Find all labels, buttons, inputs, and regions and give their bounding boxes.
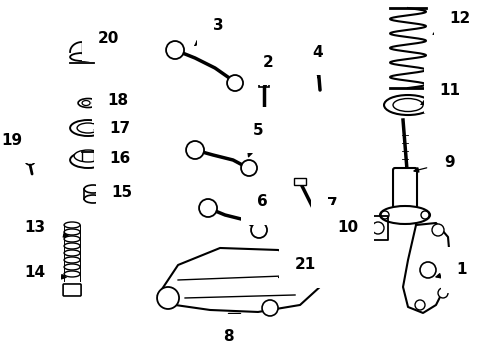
Ellipse shape xyxy=(64,264,80,270)
Text: 3: 3 xyxy=(195,18,223,45)
Circle shape xyxy=(372,222,384,234)
Ellipse shape xyxy=(82,100,90,105)
Circle shape xyxy=(438,288,448,298)
Ellipse shape xyxy=(64,250,80,256)
FancyBboxPatch shape xyxy=(393,168,417,212)
Text: 5: 5 xyxy=(248,122,263,157)
FancyBboxPatch shape xyxy=(228,313,240,318)
Circle shape xyxy=(381,211,389,219)
FancyBboxPatch shape xyxy=(259,79,269,87)
Ellipse shape xyxy=(78,99,98,108)
Ellipse shape xyxy=(258,77,270,81)
FancyBboxPatch shape xyxy=(313,64,325,69)
Ellipse shape xyxy=(84,185,102,193)
FancyBboxPatch shape xyxy=(63,284,81,296)
Circle shape xyxy=(186,141,204,159)
Ellipse shape xyxy=(77,123,99,133)
Circle shape xyxy=(415,300,425,310)
Text: 18: 18 xyxy=(92,93,129,108)
Ellipse shape xyxy=(64,257,80,263)
Ellipse shape xyxy=(64,229,80,235)
Text: 8: 8 xyxy=(223,329,233,345)
Ellipse shape xyxy=(64,271,80,277)
Ellipse shape xyxy=(84,195,102,203)
Text: 19: 19 xyxy=(1,132,27,157)
Ellipse shape xyxy=(64,236,80,242)
Ellipse shape xyxy=(64,222,80,228)
Ellipse shape xyxy=(70,53,94,61)
Text: 15: 15 xyxy=(102,185,133,201)
Circle shape xyxy=(421,211,429,219)
Text: 21: 21 xyxy=(279,257,316,278)
Ellipse shape xyxy=(74,150,102,162)
Circle shape xyxy=(199,199,217,217)
Text: 6: 6 xyxy=(256,194,268,218)
Text: 4: 4 xyxy=(313,45,323,78)
Text: 20: 20 xyxy=(86,31,119,55)
Circle shape xyxy=(227,75,243,91)
Ellipse shape xyxy=(380,206,430,224)
Text: 7: 7 xyxy=(319,198,337,212)
Circle shape xyxy=(262,300,278,316)
Circle shape xyxy=(251,222,267,238)
Circle shape xyxy=(25,155,35,165)
Circle shape xyxy=(166,41,184,59)
Ellipse shape xyxy=(393,99,423,112)
Text: 14: 14 xyxy=(24,265,66,280)
Circle shape xyxy=(241,160,257,176)
Text: 16: 16 xyxy=(94,150,131,166)
Circle shape xyxy=(302,259,328,285)
Text: 11: 11 xyxy=(421,82,461,104)
Text: 10: 10 xyxy=(338,220,363,235)
Ellipse shape xyxy=(384,95,432,115)
Ellipse shape xyxy=(70,152,106,168)
Circle shape xyxy=(157,287,179,309)
Text: 2: 2 xyxy=(263,54,273,88)
Ellipse shape xyxy=(64,243,80,249)
Text: 17: 17 xyxy=(94,121,131,135)
Text: 13: 13 xyxy=(24,220,68,237)
Circle shape xyxy=(432,224,444,236)
FancyBboxPatch shape xyxy=(294,178,306,185)
Ellipse shape xyxy=(70,120,106,136)
Text: 1: 1 xyxy=(436,262,467,278)
Text: 12: 12 xyxy=(433,10,470,34)
Circle shape xyxy=(420,262,436,278)
Text: 9: 9 xyxy=(414,154,455,172)
